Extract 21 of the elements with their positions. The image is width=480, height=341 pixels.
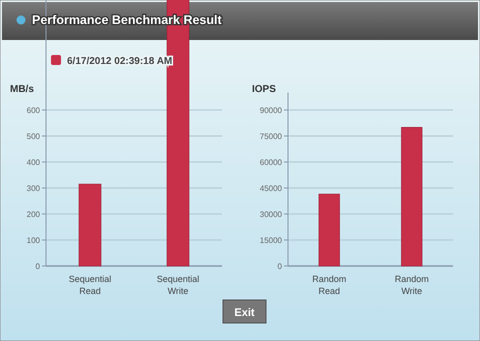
y-tick-label: 60000: [260, 158, 283, 167]
y-tick-label: 400: [26, 158, 41, 167]
x-tick-label: Sequential Read: [68, 274, 112, 296]
y-tick-label: 90000: [260, 106, 283, 115]
y-tick-label: 200: [26, 210, 41, 219]
text: Exit: [234, 307, 255, 319]
x-tick-label: Random Read: [312, 274, 346, 296]
y-tick-label: 0: [36, 262, 41, 271]
y-tick-label: 100: [26, 236, 41, 245]
y-tick-label: 30000: [260, 210, 283, 219]
y-tick-label: 45000: [260, 184, 283, 193]
y-tick-label: 300: [26, 184, 41, 193]
y-tick-label: 15000: [260, 236, 283, 245]
y-tick-label: 75000: [260, 132, 283, 141]
y-tick-label: 0: [278, 262, 283, 271]
y-axis-title: IOPS: [252, 84, 276, 95]
y-tick-label: 500: [26, 132, 41, 141]
x-tick-label: Sequential Write: [156, 274, 200, 296]
y-tick-label: 600: [26, 106, 41, 115]
x-tick-label: Random Write: [394, 274, 429, 296]
y-axis-title: MB/s: [10, 84, 34, 95]
